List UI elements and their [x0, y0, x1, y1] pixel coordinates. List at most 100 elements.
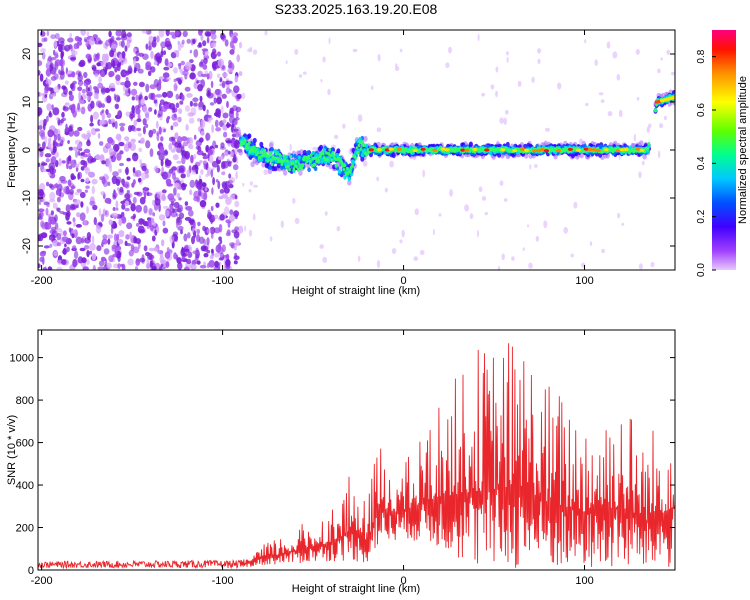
noise-speckle: [68, 128, 74, 137]
noise-speckle: [89, 122, 94, 127]
signal-mark: [327, 151, 330, 156]
noise-speckle: [234, 131, 240, 138]
noise-speckle: [177, 40, 181, 46]
faint-speckle: [269, 236, 273, 242]
faint-speckle: [322, 56, 326, 63]
snr-ytick-label: 200: [16, 523, 34, 535]
signal-peak: [420, 147, 426, 151]
noise-speckle: [151, 39, 157, 48]
faint-speckle: [506, 56, 509, 63]
faint-speckle: [414, 208, 419, 216]
noise-speckle: [124, 70, 132, 74]
noise-speckle: [119, 126, 125, 132]
signal-mark: [349, 172, 353, 177]
noise-speckle: [50, 210, 55, 216]
signal-mark: [391, 152, 396, 159]
noise-speckle: [71, 103, 76, 112]
noise-speckle: [117, 263, 121, 270]
noise-speckle: [132, 179, 136, 185]
noise-speckle: [120, 200, 126, 205]
noise-speckle: [90, 100, 95, 110]
noise-speckle: [171, 136, 176, 141]
noise-speckle: [114, 249, 118, 255]
noise-speckle: [193, 134, 197, 140]
noise-speckle: [64, 80, 69, 85]
noise-speckle: [101, 103, 105, 108]
noise-speckle: [81, 88, 86, 94]
noise-speckle: [71, 50, 78, 56]
signal-mark: [317, 158, 321, 163]
faint-speckle: [438, 213, 442, 217]
noise-speckle: [115, 30, 122, 37]
noise-speckle: [216, 164, 220, 173]
noise-speckle: [187, 244, 192, 250]
noise-speckle: [200, 34, 204, 41]
noise-speckle: [182, 30, 188, 38]
noise-speckle: [136, 118, 142, 123]
faint-speckle: [285, 60, 288, 65]
faint-speckle: [537, 58, 541, 64]
noise-speckle: [193, 230, 197, 239]
faint-speckle: [302, 71, 307, 75]
noise-speckle: [172, 146, 178, 151]
signal-peak: [520, 147, 526, 151]
noise-speckle: [121, 178, 125, 186]
signal-mark: [330, 158, 334, 163]
noise-speckle: [45, 83, 50, 92]
noise-speckle: [221, 171, 226, 176]
noise-speckle: [155, 94, 163, 98]
colorbar-tick-label: 0.2: [696, 209, 707, 223]
noise-speckle: [72, 80, 77, 85]
noise-speckle: [160, 263, 164, 268]
noise-speckle: [181, 94, 185, 101]
noise-speckle: [239, 41, 242, 49]
noise-speckle: [93, 217, 98, 226]
noise-speckle: [115, 37, 121, 41]
noise-speckle: [215, 144, 219, 149]
noise-speckle: [119, 122, 126, 127]
noise-speckle: [198, 42, 202, 48]
noise-speckle: [237, 225, 244, 234]
noise-speckle: [191, 169, 196, 175]
noise-speckle: [123, 92, 130, 96]
noise-speckle: [92, 204, 98, 211]
noise-speckle: [225, 87, 231, 94]
noise-speckle: [130, 203, 136, 212]
noise-speckle: [53, 86, 60, 93]
noise-speckle: [91, 185, 95, 195]
noise-speckle: [56, 196, 61, 203]
signal-mark: [307, 155, 311, 159]
faint-speckle: [401, 229, 405, 238]
noise-speckle: [180, 60, 186, 66]
noise-speckle: [111, 212, 118, 218]
noise-speckle: [127, 258, 134, 266]
noise-speckle: [206, 87, 211, 94]
noise-speckle: [172, 231, 179, 237]
faint-speckle: [370, 85, 374, 91]
noise-speckle: [88, 152, 91, 158]
signal-mark: [326, 158, 329, 162]
noise-speckle: [61, 259, 67, 265]
signal-mark: [246, 146, 250, 150]
faint-speckle: [573, 201, 578, 209]
signal-mark: [259, 150, 263, 154]
noise-speckle: [53, 250, 58, 257]
noise-speckle: [48, 137, 52, 144]
noise-speckle: [206, 36, 210, 43]
noise-speckle: [156, 225, 160, 234]
noise-speckle: [125, 111, 131, 117]
noise-speckle: [73, 222, 76, 227]
noise-speckle: [234, 252, 238, 258]
noise-speckle: [230, 194, 237, 200]
noise-speckle: [108, 30, 112, 38]
noise-speckle: [138, 229, 146, 233]
noise-speckle: [67, 37, 74, 43]
noise-speckle: [197, 221, 201, 227]
noise-speckle: [225, 232, 231, 237]
noise-speckle: [77, 150, 81, 156]
noise-speckle: [210, 169, 214, 178]
noise-speckle: [198, 236, 205, 244]
noise-speckle: [40, 220, 45, 228]
faint-speckle: [413, 256, 419, 262]
signal-mark: [365, 152, 368, 157]
